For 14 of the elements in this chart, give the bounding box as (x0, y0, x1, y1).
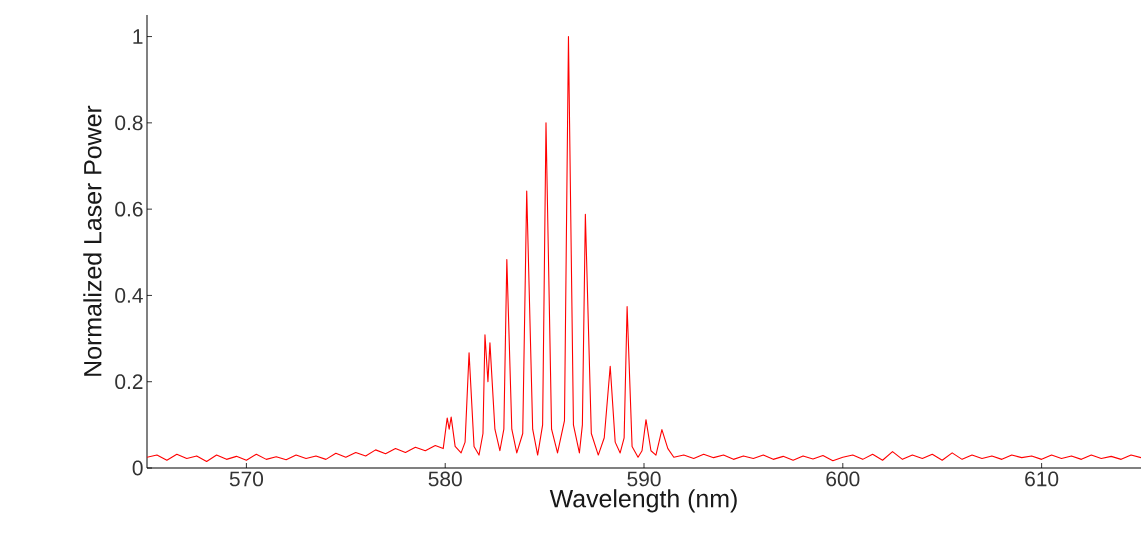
y-tick-label: 0.8 (115, 115, 143, 131)
x-tick-label: 590 (627, 471, 661, 487)
y-tick-label: 1 (133, 29, 143, 44)
x-tick-label: 580 (428, 471, 462, 487)
y-tick-label: 0.2 (115, 374, 143, 390)
y-axis-title: Normalized Laser Power (83, 105, 102, 376)
x-axis-title: Wavelength (nm) (549, 489, 737, 513)
x-tick-label: 600 (826, 471, 860, 487)
y-tick-label: 0.6 (115, 201, 143, 217)
y-tick-label: 0 (132, 460, 143, 476)
line-series (147, 36, 1141, 463)
x-tick-label: 610 (1025, 471, 1059, 487)
y-tick-label: 0.4 (115, 288, 143, 303)
x-tick-label: 570 (229, 471, 264, 487)
